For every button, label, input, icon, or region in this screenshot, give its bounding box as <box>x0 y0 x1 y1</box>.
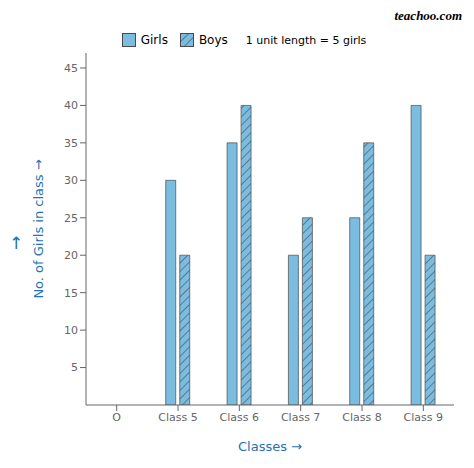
svg-text:35: 35 <box>64 137 78 150</box>
svg-text:Classes →: Classes → <box>238 439 302 454</box>
html-text:Girls: Girls <box>140 33 168 47</box>
svg-text:Class 5: Class 5 <box>158 411 197 424</box>
html-text:1 unit length = 5 girls: 1 unit length = 5 girls <box>245 33 367 47</box>
svg-text:45: 45 <box>64 62 78 75</box>
svg-text:30: 30 <box>64 174 78 187</box>
svg-text:5: 5 <box>71 361 78 374</box>
svg-text:15: 15 <box>64 287 78 300</box>
svg-text:O: O <box>112 411 121 424</box>
svg-text:Class 8: Class 8 <box>342 411 381 424</box>
svg-text:10: 10 <box>64 324 78 337</box>
svg-text:40: 40 <box>64 99 78 112</box>
svg-text:25: 25 <box>64 212 78 225</box>
html-text:Boys: Boys <box>198 33 228 47</box>
svg-text:Class 9: Class 9 <box>404 411 443 424</box>
svg-text:No. of Girls in class →: No. of Girls in class → <box>31 159 46 298</box>
svg-text:20: 20 <box>64 249 78 262</box>
svg-text:Class 6: Class 6 <box>220 411 259 424</box>
svg-text:Class 7: Class 7 <box>281 411 320 424</box>
html-text:teachoo.com: teachoo.com <box>394 8 462 23</box>
